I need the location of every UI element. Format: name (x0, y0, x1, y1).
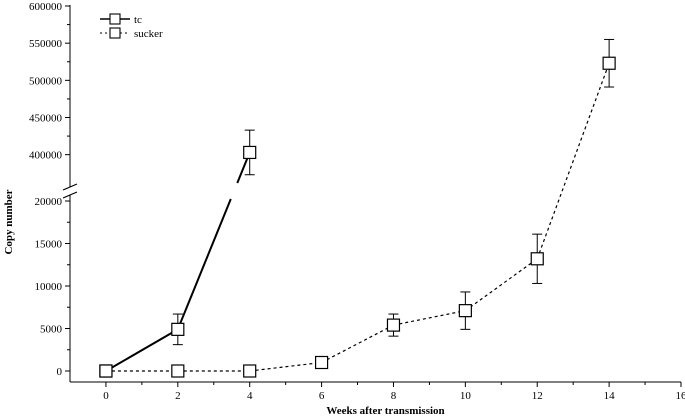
x-tick-label: 0 (103, 390, 109, 402)
axis-break-mark (62, 191, 78, 199)
series-line-segment (326, 327, 389, 361)
data-point (171, 322, 185, 336)
series-line-segment (179, 157, 249, 325)
y-tick-label: 15000 (35, 239, 63, 251)
series-line-segment (538, 68, 608, 254)
series-sucker (99, 38, 616, 378)
x-tick-label: 4 (247, 390, 253, 402)
data-point (243, 364, 257, 378)
y-tick-label: 10000 (35, 281, 63, 293)
x-tick-label: 8 (391, 390, 397, 402)
series-line-segment (399, 311, 460, 325)
y-tick-label: 550000 (29, 38, 63, 50)
x-tick-label: 6 (319, 390, 325, 402)
y-tick-label: 20000 (35, 196, 63, 208)
series-line-segment (469, 261, 533, 308)
legend-item-sucker: sucker (100, 27, 163, 40)
break-gap (228, 182, 240, 200)
y-tick-label: 0 (57, 366, 63, 378)
y-axis-title: Copy number (3, 189, 15, 254)
data-point (386, 318, 401, 332)
legend-marker (109, 13, 121, 25)
axes (62, 5, 681, 383)
x-tick-label: 2 (175, 390, 181, 402)
x-tick-label: 14 (604, 390, 616, 402)
data-point (243, 145, 257, 160)
data-point (530, 252, 544, 266)
series-line-segment (255, 362, 316, 371)
series-layer (99, 38, 616, 378)
legend-label: tc (134, 14, 142, 26)
y-tick-label: 500000 (29, 75, 63, 87)
x-tick-label: 10 (460, 390, 472, 402)
y-tick-label: 600000 (29, 1, 63, 13)
legend-marker (109, 27, 121, 39)
x-tick-label: 12 (532, 390, 543, 402)
data-point (171, 364, 185, 378)
data-point (602, 56, 616, 70)
data-point (458, 304, 472, 318)
y-tick-label: 400000 (29, 150, 63, 162)
legend: tc sucker (100, 13, 163, 40)
ticks: 0 2 4 6 8 10 12 14 16 0 5000 10000 15000 20000 400000 4… (29, 1, 685, 402)
y-tick-label: 5000 (40, 324, 63, 336)
series-tc (99, 129, 257, 378)
x-axis-title: Weeks after transmission (326, 405, 444, 417)
data-point (314, 355, 329, 370)
data-point (99, 364, 113, 378)
x-tick-label: 16 (676, 390, 685, 402)
legend-label: sucker (134, 28, 163, 40)
y-tick-label: 450000 (29, 113, 63, 125)
axis-break-mark (62, 183, 78, 191)
series-line-segment (110, 331, 174, 369)
legend-item-tc: tc (100, 13, 142, 26)
